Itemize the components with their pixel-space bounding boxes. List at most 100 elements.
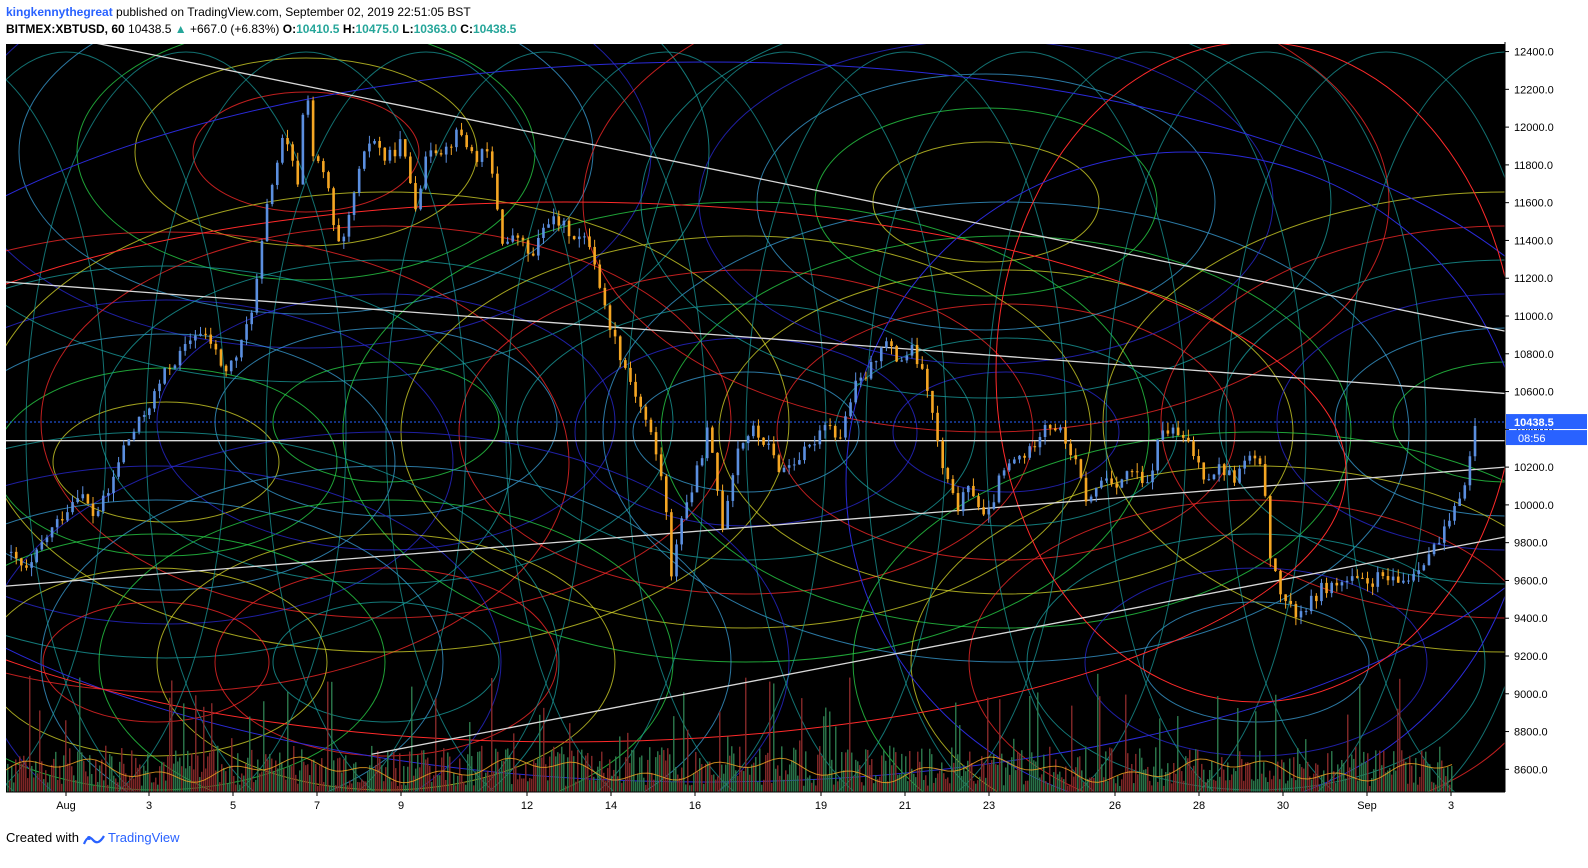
volume-bar bbox=[1371, 778, 1373, 792]
volume-bar bbox=[1053, 772, 1055, 792]
volume-bar bbox=[1039, 777, 1041, 792]
candle-body bbox=[245, 324, 248, 340]
volume-bar bbox=[165, 780, 167, 792]
y-tick-label: 11800.0 bbox=[1514, 160, 1553, 172]
chart-area[interactable]: 12400.0 12200.0 12000.0 11800.0 11600.0 11400… bbox=[6, 42, 1588, 822]
candle-body bbox=[1350, 576, 1354, 581]
volume-bar bbox=[205, 768, 207, 792]
volume-bar bbox=[139, 764, 141, 792]
gann-ellipse bbox=[6, 367, 338, 557]
volume-bar bbox=[813, 779, 815, 792]
volume-bar bbox=[455, 785, 457, 792]
volume-bar bbox=[329, 785, 331, 792]
volume-bar bbox=[319, 765, 321, 792]
gann-ellipse-large bbox=[6, 201, 1347, 743]
volume-bar bbox=[587, 753, 589, 792]
volume-bar bbox=[1279, 779, 1281, 792]
volume-bar bbox=[729, 755, 731, 792]
volume-bar bbox=[493, 771, 495, 792]
candle-body bbox=[14, 551, 18, 559]
author-link[interactable]: kingkennythegreat bbox=[6, 5, 113, 19]
volume-bar bbox=[187, 750, 189, 792]
volume-bar bbox=[733, 753, 735, 792]
volume-bar bbox=[135, 757, 137, 792]
volume-bar bbox=[1027, 780, 1029, 792]
candle-body bbox=[178, 350, 182, 366]
volume-bar bbox=[491, 677, 493, 792]
volume-bar bbox=[1091, 776, 1093, 792]
candle-body bbox=[1212, 474, 1216, 480]
candle-body bbox=[711, 427, 714, 453]
candle-body bbox=[542, 227, 545, 238]
volume-bar bbox=[423, 750, 425, 792]
gann-ellipse bbox=[1160, 225, 1505, 619]
volume-bar bbox=[1169, 772, 1171, 792]
candle-body bbox=[378, 140, 381, 148]
gann-ellipse bbox=[968, 499, 1505, 792]
volume-bar bbox=[341, 772, 343, 792]
volume-bar bbox=[1245, 762, 1247, 792]
volume-bar bbox=[535, 763, 537, 792]
candle-body bbox=[368, 143, 371, 152]
volume-bar bbox=[539, 714, 541, 792]
symbol-label[interactable]: BITMEX:XBTUSD, 60 bbox=[6, 22, 125, 36]
low-label: L: bbox=[402, 22, 414, 36]
volume-bar bbox=[1199, 778, 1201, 792]
volume-bar bbox=[81, 752, 83, 792]
volume-bar bbox=[1329, 781, 1331, 792]
gann-ellipse bbox=[756, 73, 1216, 331]
volume-bar bbox=[417, 754, 419, 792]
volume-bar bbox=[941, 762, 943, 792]
volume-bar bbox=[667, 748, 669, 792]
volume-bar bbox=[41, 761, 43, 792]
volume-bar bbox=[103, 780, 105, 792]
volume-bar bbox=[1361, 762, 1363, 792]
candle-body bbox=[1187, 437, 1190, 442]
volume-bar bbox=[347, 785, 349, 792]
volume-bar bbox=[1343, 763, 1345, 792]
volume-bar bbox=[499, 770, 501, 792]
candle-body bbox=[680, 518, 683, 545]
y-tick-label: 12200.0 bbox=[1514, 84, 1554, 96]
volume-bar bbox=[1179, 767, 1181, 792]
volume-bar bbox=[1143, 769, 1145, 792]
plot-background bbox=[6, 44, 1505, 792]
candle-body bbox=[910, 344, 914, 356]
gann-ellipse bbox=[342, 201, 1150, 663]
volume-bar bbox=[213, 748, 215, 792]
volume-bar bbox=[269, 754, 271, 792]
volume-bar bbox=[1449, 784, 1451, 792]
volume-bar bbox=[1341, 759, 1343, 792]
volume-bar bbox=[775, 768, 777, 792]
candle-body bbox=[291, 144, 294, 161]
candle-body bbox=[66, 512, 69, 521]
gann-ellipse bbox=[718, 269, 1294, 595]
candle-body bbox=[1355, 576, 1359, 578]
volume-bar bbox=[447, 752, 449, 792]
y-tick-label: 12000.0 bbox=[1514, 122, 1554, 134]
tradingview-brand[interactable]: TradingView bbox=[108, 830, 180, 845]
volume-bar bbox=[1345, 778, 1347, 792]
volume-bar bbox=[1297, 748, 1299, 792]
volume-bar bbox=[309, 775, 311, 792]
volume-bar bbox=[1443, 768, 1445, 792]
symbol-legend: BITMEX:XBTUSD, 60 10438.5 ▲ +667.0 (+6.8… bbox=[6, 21, 516, 38]
candle-body bbox=[1361, 577, 1364, 579]
candle-body bbox=[695, 465, 699, 493]
volume-bar bbox=[303, 761, 305, 792]
volume-bar bbox=[837, 781, 839, 792]
volume-bar bbox=[747, 767, 749, 792]
volume-bar bbox=[93, 785, 95, 792]
volume-bar bbox=[877, 779, 879, 792]
volume-bar bbox=[1331, 751, 1333, 792]
volume-bar bbox=[1419, 776, 1421, 792]
candle-body bbox=[1171, 427, 1175, 434]
volume-bar bbox=[749, 774, 751, 792]
volume-bar bbox=[1203, 769, 1205, 792]
volume-bar bbox=[1385, 772, 1387, 792]
volume-bar bbox=[691, 784, 693, 792]
volume-bar bbox=[453, 772, 455, 792]
price-chart[interactable]: 12400.0 12200.0 12000.0 11800.0 11600.0 11400… bbox=[6, 42, 1588, 822]
candle-body bbox=[547, 224, 550, 228]
x-tick-label: 23 bbox=[983, 800, 995, 812]
